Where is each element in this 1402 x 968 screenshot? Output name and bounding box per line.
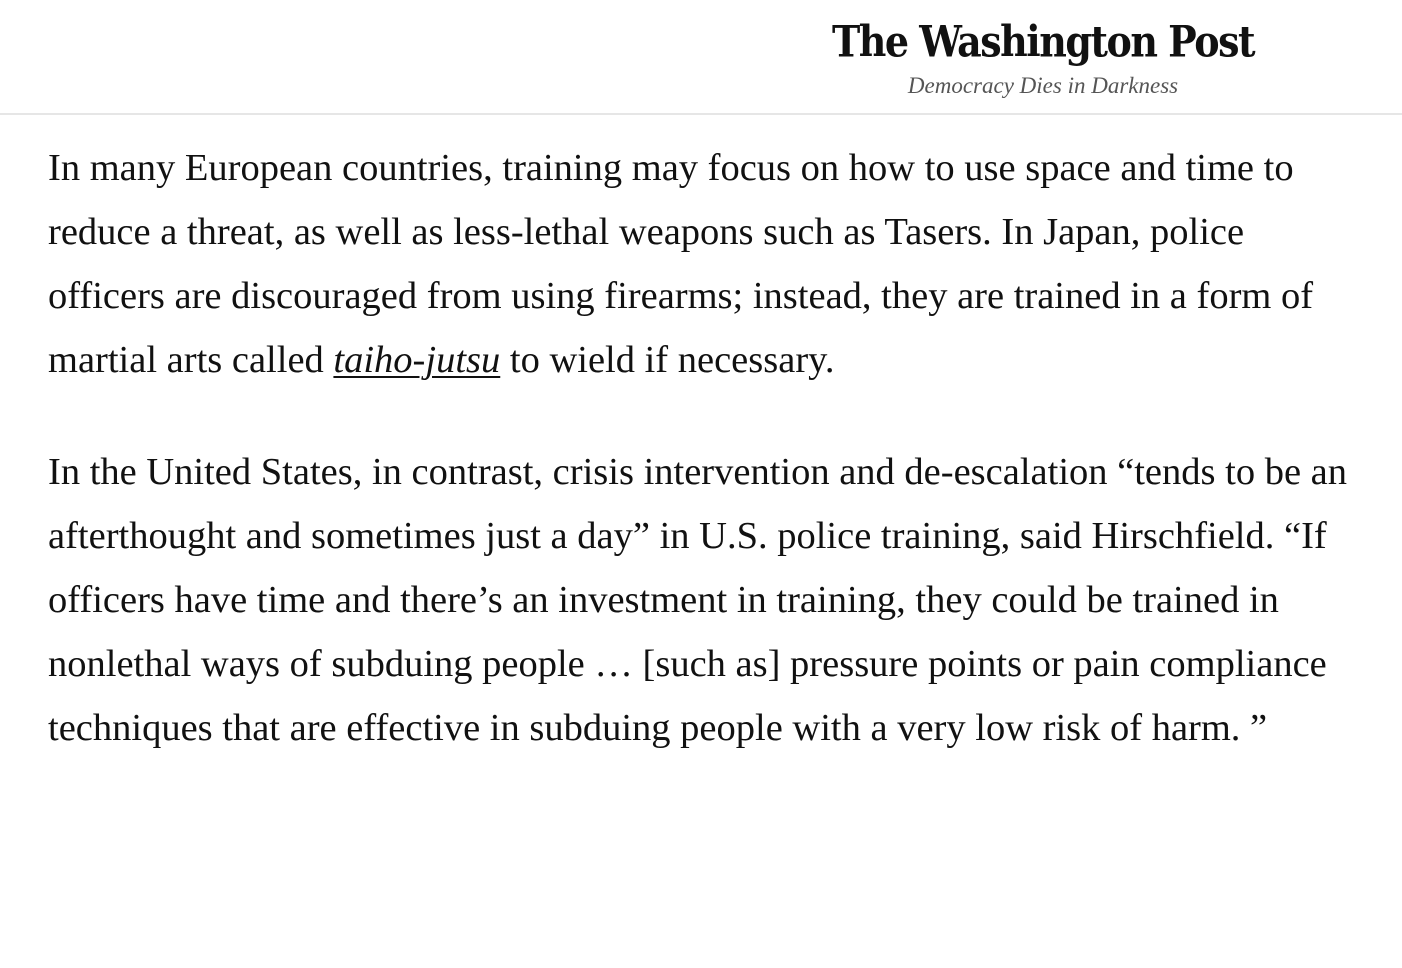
masthead-name: The Washington Post [831,16,1256,67]
site-header: The Washington Post Democracy Dies in Da… [0,0,1402,115]
article-body: In many European countries, training may… [48,136,1368,808]
paragraph-1-text-before-link: In many European countries, training may… [48,147,1314,381]
masthead-logo[interactable]: The Washington Post Democracy Dies in Da… [820,14,1266,100]
masthead-tagline: Democracy Dies in Darkness [907,73,1179,98]
article-paragraph-1: In many European countries, training may… [48,136,1368,392]
article-paragraph-2: In the United States, in contrast, crisi… [48,451,1347,749]
taiho-jutsu-link[interactable]: taiho-jutsu [333,339,501,381]
paragraph-1-text-after-link: to wield if necessary. [500,339,835,381]
